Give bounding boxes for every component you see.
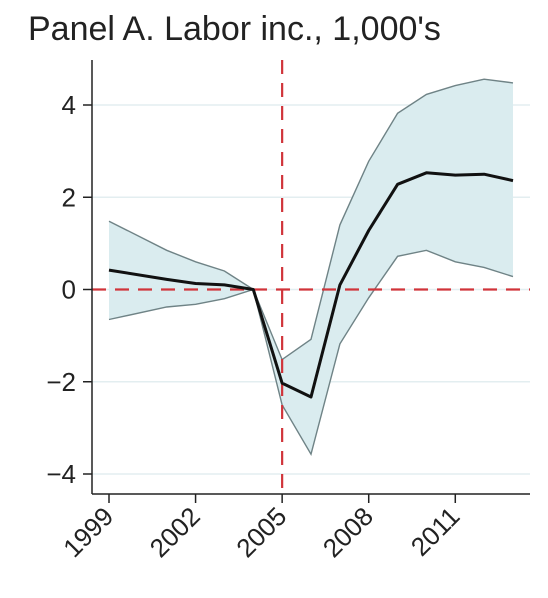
y-tick-label-2: 0 xyxy=(62,275,76,305)
y-tick-label-0: −4 xyxy=(46,459,76,489)
band-upper-edge xyxy=(108,78,514,361)
y-tick-label-3: 2 xyxy=(62,182,76,212)
x-tick-label-3: 2008 xyxy=(317,501,379,563)
x-tick-label-4: 2011 xyxy=(405,501,466,562)
y-tick-label-4: 4 xyxy=(62,90,76,120)
x-tick-label-0: 1999 xyxy=(57,501,119,563)
chart-title: Panel A. Labor inc., 1,000's xyxy=(28,10,441,48)
confidence-band xyxy=(109,79,513,455)
y-tick-label-1: −2 xyxy=(46,367,76,397)
x-tick-label-1: 2002 xyxy=(144,501,206,563)
band-lower-edge xyxy=(108,249,514,457)
series-line xyxy=(108,171,514,399)
x-tick-label-2: 2005 xyxy=(230,501,292,563)
